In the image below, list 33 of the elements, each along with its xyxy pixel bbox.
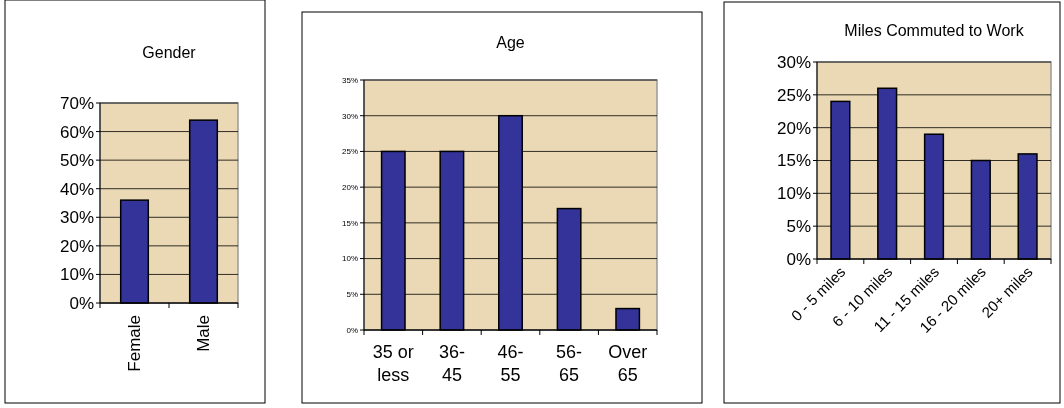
y-tick-label: 30% — [59, 208, 94, 228]
y-tick-label: 10% — [59, 265, 94, 285]
y-tick-label: 15% — [341, 218, 358, 228]
y-tick-label: 30% — [341, 111, 358, 121]
chart-title: Age — [496, 34, 525, 51]
y-tick-label: 10% — [776, 184, 811, 204]
y-tick-label: 10% — [341, 254, 358, 264]
y-tick-label: 0% — [346, 325, 358, 335]
y-tick-label: 20% — [341, 182, 358, 192]
y-tick-label: 50% — [59, 151, 94, 171]
y-tick-label: 60% — [59, 122, 94, 142]
y-tick-label: 40% — [59, 179, 94, 199]
y-tick-label: 5% — [346, 290, 358, 300]
y-tick-label: 15% — [776, 151, 811, 171]
x-tick-label: Over 65 — [608, 342, 648, 385]
x-tick-label: 56-65 — [556, 342, 583, 385]
chart-title: Gender — [142, 44, 197, 61]
y-tick-label: 5% — [786, 217, 811, 237]
y-tick-label: 0% — [786, 249, 811, 269]
chart-title: Miles Commuted to Work — [844, 22, 1025, 39]
y-tick-label: 35% — [341, 75, 358, 85]
x-tick-label: 46-55 — [497, 342, 524, 385]
y-tick-label: 20% — [59, 236, 94, 256]
y-tick-label: 25% — [776, 85, 811, 105]
y-tick-label: 20% — [776, 118, 811, 138]
y-tick-label: 25% — [341, 147, 358, 157]
y-tick-label: 0% — [69, 293, 94, 313]
x-tick-label: Male — [194, 315, 214, 352]
x-tick-label: Female — [125, 315, 145, 372]
y-tick-label: 30% — [776, 52, 811, 72]
x-tick-label: 36-45 — [438, 342, 465, 385]
y-tick-label: 70% — [59, 93, 94, 113]
x-tick-label: 35 or less — [372, 342, 414, 385]
